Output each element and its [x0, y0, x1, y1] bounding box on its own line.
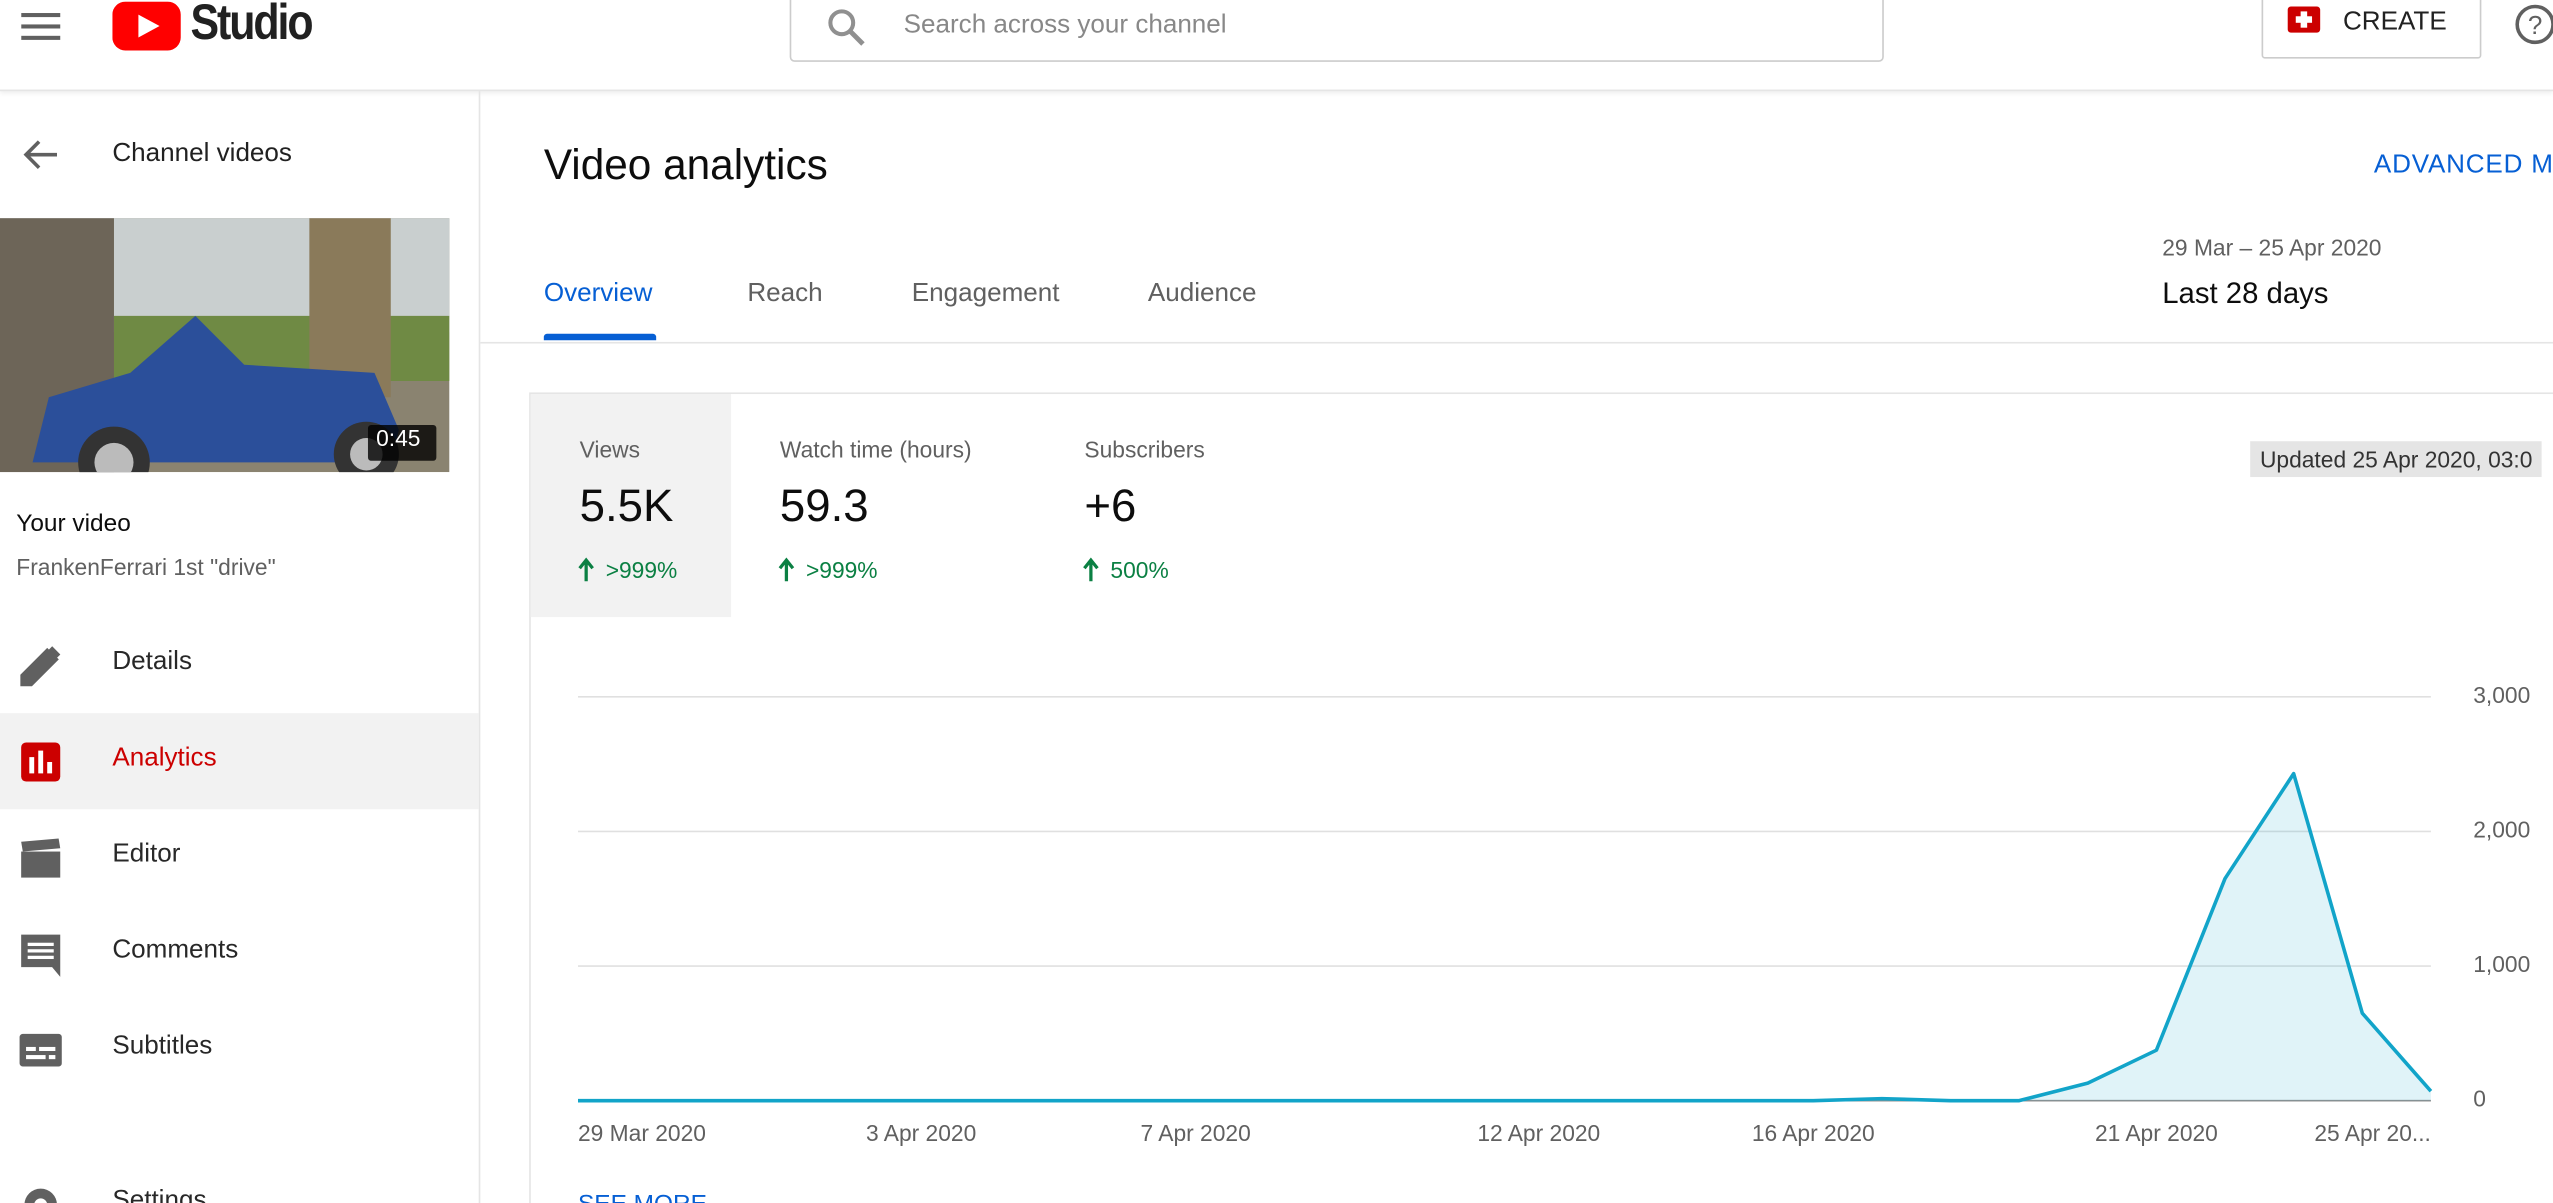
back-label[interactable]: Channel videos	[112, 140, 292, 168]
nav-label[interactable]: Subtitles	[112, 1032, 213, 1060]
nav-item[interactable]: Details	[0, 617, 479, 713]
menu-button[interactable]	[21, 13, 63, 46]
video-title: FrankenFerrari 1st "drive"	[16, 553, 276, 580]
create-button[interactable]	[2261, 0, 2482, 59]
tab[interactable]: Engagement	[911, 280, 1060, 308]
up-arrow	[1083, 557, 1099, 582]
tab-indicator	[543, 333, 657, 341]
details-icon	[20, 646, 61, 687]
x-tick-label: 29 Mar 2020	[578, 1120, 706, 1146]
x-tick-label: 3 Apr 2020	[866, 1120, 976, 1146]
line	[578, 771, 2433, 1103]
metric-selected-bg	[530, 394, 732, 618]
comments-icon	[21, 934, 61, 977]
date-range[interactable]: 29 Mar – 25 Apr 2020	[2162, 234, 2382, 261]
y-tick-label: 3,000	[2473, 682, 2530, 708]
analytics-icon	[21, 742, 61, 782]
create-label[interactable]: CREATE	[2342, 8, 2447, 36]
metric-value[interactable]: +6	[1084, 480, 1137, 531]
metric-label[interactable]: Subscribers	[1084, 436, 1205, 463]
tab[interactable]: Audience	[1147, 280, 1257, 308]
nav-label[interactable]: Analytics	[112, 744, 217, 772]
top-bar	[0, 0, 2553, 92]
x-tick-label: 12 Apr 2020	[1477, 1120, 1600, 1146]
y-tick-label: 1,000	[2473, 951, 2530, 977]
x-tick-label: 25 Apr 20...	[2314, 1120, 2431, 1146]
advanced-mode-link[interactable]: ADVANCED M	[2373, 151, 2553, 180]
up-arrow	[578, 557, 594, 582]
youtube-logo[interactable]	[112, 1, 184, 52]
metric-label[interactable]: Views	[579, 436, 641, 463]
x-tick-label: 7 Apr 2020	[1141, 1120, 1251, 1146]
period[interactable]: Last 28 days	[2162, 276, 2329, 310]
metric-value[interactable]: 59.3	[779, 480, 869, 531]
nav-item[interactable]: Subtitles	[0, 1001, 479, 1097]
up-arrow	[778, 557, 795, 582]
x-tick-label: 16 Apr 2020	[1752, 1120, 1875, 1146]
tab-active[interactable]: Overview	[543, 280, 653, 308]
nav-item-active[interactable]: Analytics	[0, 713, 479, 810]
help-icon[interactable]: ?	[2514, 3, 2553, 52]
area	[578, 773, 2431, 1101]
metric-label[interactable]: Watch time (hours)	[779, 436, 972, 463]
create-icon	[2287, 6, 2321, 33]
tabs-divider	[480, 341, 2553, 344]
video-thumbnail[interactable]	[0, 218, 450, 473]
nav-label[interactable]: Comments	[112, 936, 239, 964]
back-arrow[interactable]	[21, 137, 60, 173]
search-icon[interactable]	[825, 7, 867, 49]
nav-label[interactable]: Details	[112, 648, 192, 676]
nav-item[interactable]: Settings	[0, 1156, 479, 1203]
tab[interactable]: Reach	[747, 280, 823, 308]
editor-icon	[21, 838, 61, 878]
page-title: Video analytics	[543, 140, 828, 189]
metric-change: >999%	[605, 556, 678, 583]
metric-change: 500%	[1110, 556, 1169, 583]
x-tick-label: 21 Apr 2020	[2095, 1120, 2218, 1146]
settings-icon	[24, 1188, 57, 1203]
nav-label[interactable]: Editor	[112, 840, 181, 868]
see-more-link[interactable]: SEE MORE	[578, 1190, 707, 1203]
sidebar-border	[478, 91, 481, 1203]
video-duration: 0:45	[376, 424, 421, 452]
nav-item[interactable]: Comments	[0, 905, 479, 1001]
analytics-card	[529, 392, 2553, 1203]
svg-text:?: ?	[2528, 10, 2543, 40]
nav-label[interactable]: Settings	[112, 1186, 207, 1203]
search-box[interactable]	[789, 0, 1884, 62]
metric-value[interactable]: 5.5K	[579, 480, 674, 531]
search-placeholder[interactable]: Search across your channel	[903, 11, 1227, 40]
logo-text[interactable]: Studio	[190, 0, 313, 51]
metric-change: >999%	[805, 556, 878, 583]
updated-badge: Updated 25 Apr 2020, 03:0	[2250, 441, 2543, 478]
y-tick-label: 2,000	[2473, 816, 2530, 842]
your-video-label: Your video	[16, 509, 131, 538]
y-tick-label: 0	[2473, 1086, 2486, 1112]
nav-item[interactable]: Editor	[0, 809, 479, 905]
subtitles-icon	[19, 1033, 62, 1067]
